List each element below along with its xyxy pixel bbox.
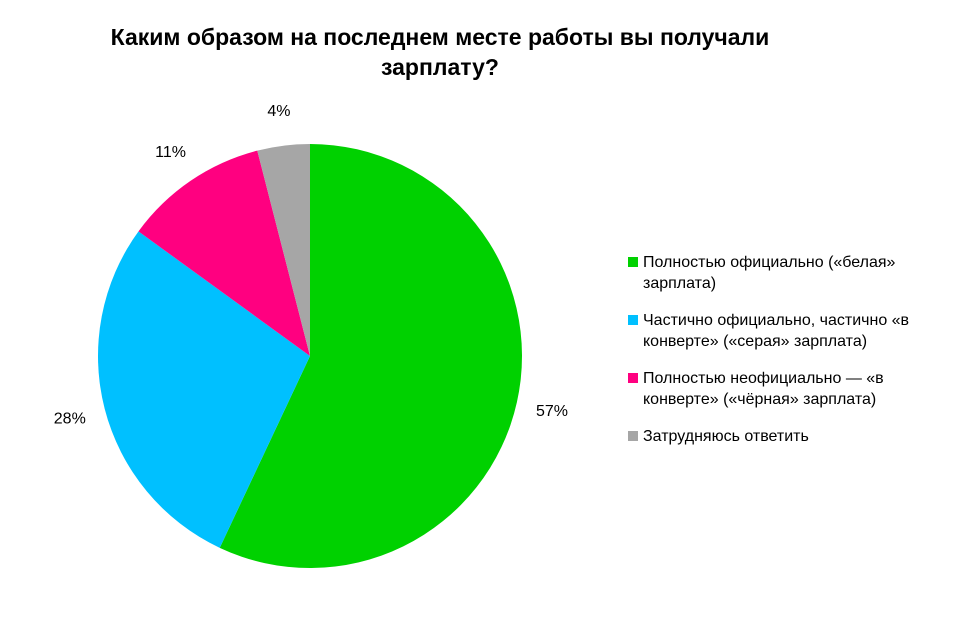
pie-slice [97, 231, 310, 548]
legend-label: Полностью неофициально — «в конверте» («… [643, 370, 884, 408]
data-label: 57% [536, 403, 568, 420]
legend-label: Затрудняюсь ответить [643, 428, 809, 445]
legend-label: Частично официально, частично «в конверт… [643, 312, 910, 350]
data-label: 4% [267, 103, 290, 120]
pie-slice [138, 150, 310, 356]
legend-swatch [628, 373, 638, 383]
pie-slice [257, 144, 310, 356]
legend-swatch [628, 431, 638, 441]
legend-item-grey-salary: Частично официально, частично «в конверт… [628, 310, 948, 352]
legend-item-hard-to-say: Затрудняюсь ответить [628, 426, 948, 447]
legend-swatch [628, 257, 638, 267]
chart-title: Каким образом на последнем месте работы … [110, 24, 770, 80]
legend-swatch [628, 315, 638, 325]
data-label: 28% [54, 411, 86, 428]
legend-label: Полностью официально («белая» зарплата) [643, 254, 896, 292]
legend-item-white-salary: Полностью официально («белая» зарплата) [628, 252, 948, 294]
pie-slice [219, 144, 522, 568]
data-label: 11% [155, 144, 186, 161]
legend: Полностью официально («белая» зарплата) … [628, 252, 948, 463]
legend-item-black-salary: Полностью неофициально — «в конверте» («… [628, 368, 948, 410]
